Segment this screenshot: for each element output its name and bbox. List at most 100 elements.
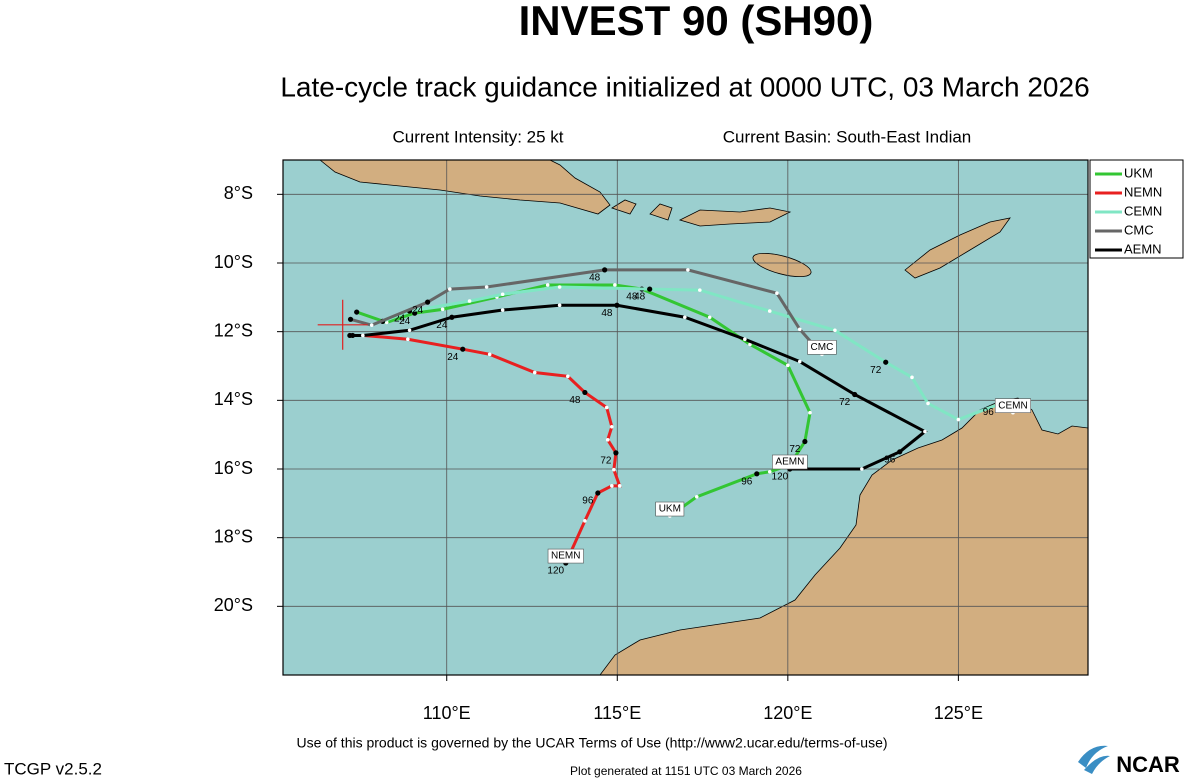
- track-point: [743, 337, 747, 342]
- title: INVEST 90 (SH90): [519, 0, 874, 44]
- track-point: [613, 283, 617, 287]
- track-point: [566, 374, 570, 379]
- track-point: [407, 328, 412, 333]
- track-end-label: UKM: [659, 504, 681, 515]
- x-tick-label: 125°E: [934, 703, 983, 723]
- y-tick-label: 10°S: [214, 252, 253, 272]
- track-end-box: [655, 501, 685, 517]
- track-point: [617, 484, 622, 488]
- track-point: [883, 359, 889, 365]
- subtitle: Late-cycle track guidance initialized at…: [280, 71, 1089, 102]
- track-point: [440, 307, 445, 312]
- y-tick-label: 20°S: [214, 595, 253, 615]
- tau-label: 48: [569, 395, 581, 406]
- track-end-box: [547, 548, 584, 564]
- track-point: [956, 417, 961, 422]
- track-point: [545, 283, 550, 287]
- track-point: [595, 490, 601, 496]
- track-point: [354, 309, 360, 315]
- tau-label: 72: [600, 456, 612, 467]
- logo: NCAR: [1116, 752, 1180, 777]
- track-point: [754, 471, 760, 477]
- track-point: [694, 495, 699, 499]
- tau-label: 72: [839, 397, 851, 408]
- track-point: [582, 389, 588, 396]
- y-tick-label: 14°S: [214, 389, 253, 409]
- track-point: [647, 286, 653, 292]
- legend-label: CEMN: [1124, 203, 1162, 218]
- track-point: [532, 370, 537, 375]
- track-point: [467, 299, 472, 303]
- track-point: [748, 342, 752, 347]
- legend-label: AEMN: [1124, 241, 1162, 256]
- legend-label: CMC: [1124, 222, 1154, 237]
- legend-box: [1089, 159, 1184, 259]
- track-point: [897, 449, 903, 455]
- tau-label: 96: [884, 454, 896, 465]
- track-point: [447, 287, 452, 291]
- track-point: [369, 323, 374, 327]
- legend-label: UKM: [1124, 165, 1153, 180]
- y-tick-label: 16°S: [214, 458, 253, 478]
- track-point: [500, 292, 505, 297]
- tau-label: 24: [447, 352, 459, 363]
- track-point: [425, 299, 431, 305]
- track-point: [605, 438, 610, 442]
- version: TCGP v2.5.2: [4, 759, 102, 778]
- track-point: [767, 469, 772, 474]
- track-point: [767, 309, 772, 313]
- map-frame: [282, 159, 1089, 676]
- x-tick-label: 115°E: [593, 703, 641, 723]
- track-point: [484, 285, 489, 289]
- track-point: [802, 438, 808, 445]
- track-point: [683, 315, 687, 320]
- footer: Use of this product is governed by the U…: [296, 735, 887, 751]
- track-point: [613, 450, 619, 456]
- track-point: [487, 352, 492, 357]
- track-point: [614, 302, 620, 308]
- tau-label: 48: [589, 273, 601, 284]
- track-end-label: CEMN: [998, 400, 1027, 411]
- track-point: [347, 332, 353, 339]
- y-tick-label: 18°S: [214, 526, 253, 546]
- track-point: [500, 308, 505, 312]
- x-tick-label: 120°E: [763, 703, 812, 723]
- track-point: [612, 467, 616, 472]
- track-point: [852, 391, 858, 398]
- track-point: [797, 359, 802, 364]
- x-tick-label: 110°E: [423, 703, 471, 723]
- track-point: [926, 401, 930, 406]
- track: [350, 268, 824, 356]
- tau-label: 48: [601, 308, 613, 319]
- logo-mark: [1078, 745, 1110, 774]
- track-point: [786, 363, 790, 368]
- y-tick-label: 12°S: [214, 320, 253, 340]
- basin: Current Basin: South-East Indian: [723, 127, 972, 146]
- initial-position: [317, 299, 368, 350]
- track-point: [797, 327, 802, 332]
- track-point: [602, 267, 608, 273]
- tau-label: 72: [789, 444, 801, 455]
- track-point: [707, 315, 712, 320]
- generated: Plot generated at 1151 UTC 03 March 2026: [570, 764, 802, 778]
- tau-label: 48: [634, 292, 646, 303]
- track-point: [557, 303, 562, 308]
- tau-label: 24: [399, 316, 411, 327]
- track-point: [610, 424, 614, 429]
- track-point: [460, 346, 466, 352]
- track-point: [808, 410, 812, 415]
- grid: [277, 160, 1088, 681]
- tau-label: 120: [547, 566, 564, 577]
- tau-label: 24: [436, 320, 448, 331]
- track-point: [698, 288, 702, 292]
- track-point: [833, 328, 837, 333]
- land: [319, 160, 1088, 675]
- track-point: [557, 285, 562, 289]
- track-point: [406, 337, 410, 342]
- track-point: [604, 405, 609, 410]
- track-end-label: AEMN: [775, 457, 804, 468]
- track-point: [583, 519, 587, 523]
- track-point: [923, 429, 927, 434]
- tau-label: 72: [870, 365, 882, 376]
